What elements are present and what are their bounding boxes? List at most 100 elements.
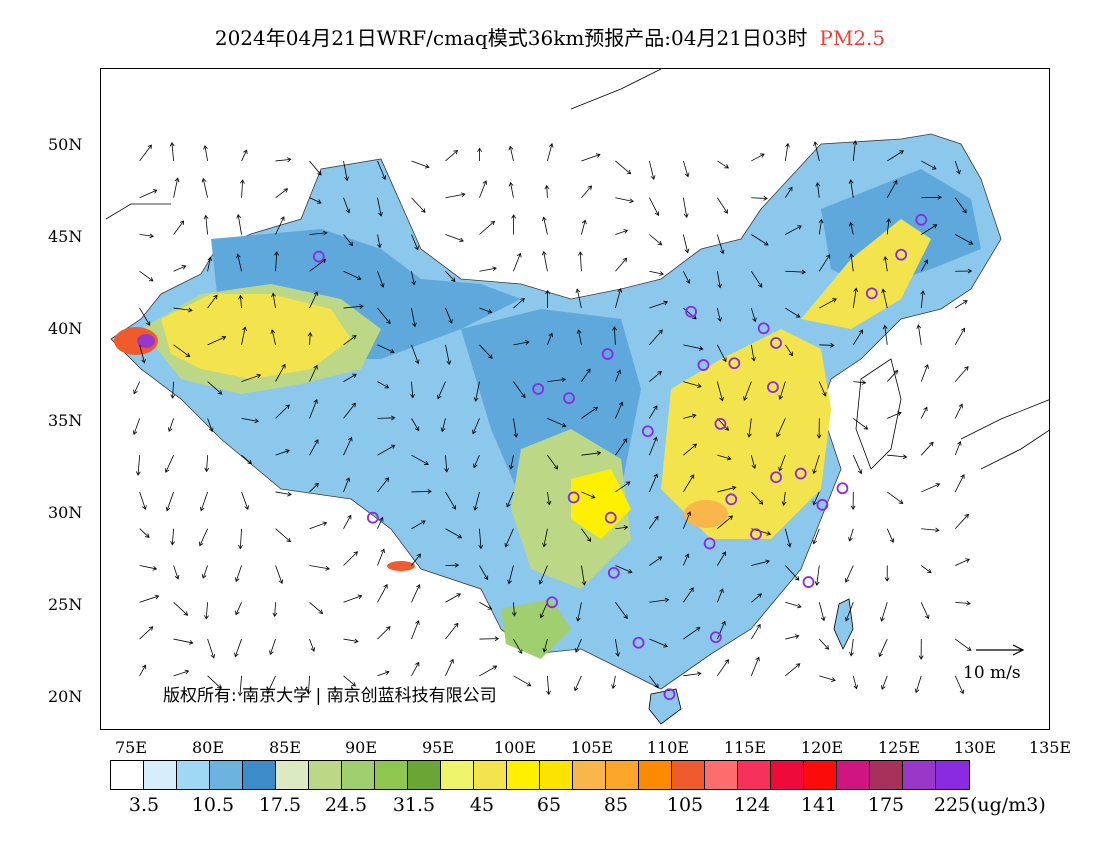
- wind-arrow: [581, 185, 593, 198]
- wind-arrow: [309, 565, 330, 571]
- wind-arrow: [750, 623, 761, 640]
- lon-label-105: 105E: [570, 738, 614, 757]
- station-marker: [865, 287, 878, 300]
- wind-arrow: [751, 593, 762, 603]
- wind-arrow: [881, 288, 888, 309]
- wind-arrow: [173, 220, 185, 235]
- wind-arrow: [207, 675, 222, 689]
- wind-arrow: [581, 406, 599, 419]
- wind-arrow: [343, 514, 352, 529]
- wind-arrow: [615, 369, 622, 382]
- wind-arrow: [275, 216, 285, 235]
- station-marker: [750, 528, 762, 541]
- lat-label-20: 20N: [48, 687, 83, 706]
- wind-reference-label: 10 m/s: [963, 663, 1021, 683]
- wind-arrow: [545, 289, 550, 309]
- wind-arrow: [881, 675, 888, 690]
- wind-arrow: [682, 234, 690, 254]
- hotspot-tibet: [387, 561, 415, 571]
- colorbar-label-13: 225: [933, 794, 971, 816]
- wind-arrow: [309, 638, 316, 652]
- colorbar-swatch-21: [771, 761, 804, 789]
- wind-arrow: [309, 601, 324, 614]
- wind-arrow: [785, 225, 802, 235]
- wind-arrow: [716, 381, 724, 402]
- station-marker: [816, 498, 829, 511]
- wind-arrow: [682, 197, 689, 219]
- station-markers: [312, 213, 928, 701]
- wind-arrow: [139, 565, 158, 571]
- wind-arrow: [920, 364, 929, 382]
- wind-arrow: [547, 418, 567, 428]
- wind-arrow: [445, 344, 452, 366]
- wind-arrow: [173, 565, 180, 580]
- wind-arrow: [343, 335, 357, 346]
- wind-arrow: [852, 287, 859, 309]
- wind-arrow: [954, 513, 969, 529]
- station-marker: [709, 631, 722, 644]
- wind-arrow: [819, 675, 836, 682]
- wind-arrow: [343, 160, 349, 182]
- wind-arrow: [203, 214, 209, 235]
- wind-arrow: [716, 344, 727, 363]
- lat-label-50: 50N: [48, 135, 83, 154]
- wind-arrow: [445, 491, 457, 510]
- wind-arrow: [954, 638, 972, 651]
- wind-arrow: [133, 381, 140, 395]
- wind-arrow: [920, 441, 934, 456]
- wind-arrow: [445, 528, 463, 539]
- colorbar-label-2: 10.5: [191, 794, 235, 816]
- wind-arrow: [717, 515, 734, 530]
- wind-arrow: [649, 371, 662, 382]
- wind-arrow: [207, 294, 218, 309]
- wind-arrow: [201, 565, 208, 579]
- lon-label-90: 90E: [344, 738, 378, 757]
- lon-label-130: 130E: [953, 738, 997, 757]
- station-marker: [632, 636, 645, 649]
- wind-arrow: [844, 565, 854, 583]
- wind-arrow: [377, 670, 390, 677]
- colorbar-label-5: 31.5: [392, 794, 436, 816]
- wind-arrow: [203, 144, 208, 162]
- wind-arrow: [916, 324, 922, 345]
- wind-arrow: [683, 443, 698, 456]
- wind-arrow: [778, 455, 786, 472]
- wind-arrow: [411, 661, 420, 677]
- wind-arrow: [751, 234, 769, 246]
- wind-arrow: [307, 331, 313, 345]
- wind-arrow: [578, 251, 583, 272]
- wind-arrow: [377, 584, 388, 603]
- wind-arrow: [547, 377, 567, 383]
- wind-arrow: [507, 565, 514, 585]
- wind-arrow: [411, 454, 429, 465]
- wind-arrow: [445, 149, 459, 162]
- wind-arrow: [683, 271, 691, 284]
- wind-arrow: [377, 444, 396, 456]
- wind-arrow: [309, 364, 318, 382]
- wind-arrow: [716, 234, 725, 255]
- wind-arrow: [547, 332, 553, 345]
- wind-arrow: [445, 593, 461, 603]
- wind-arrow: [508, 455, 514, 470]
- wind-arrow: [377, 307, 391, 325]
- wind-arrow: [921, 565, 932, 574]
- wind-arrow: [615, 160, 632, 175]
- wind-arrow: [954, 366, 969, 382]
- wind-arrow: [343, 551, 358, 566]
- wind-arrow: [343, 436, 353, 456]
- colorbar-swatch-7: [309, 761, 342, 789]
- wind-arrow: [816, 418, 822, 439]
- colorbar-swatch-13: [507, 761, 540, 789]
- wind-arrow: [513, 675, 532, 687]
- wind-arrow: [541, 250, 548, 272]
- wind-arrow: [954, 327, 966, 346]
- wind-arrow: [746, 418, 752, 438]
- wind-arrow: [683, 307, 697, 320]
- colorbar-swatch-4: [210, 761, 243, 789]
- wind-arrow: [547, 454, 558, 470]
- wind-arrow: [921, 482, 941, 493]
- wind-arrow: [235, 602, 242, 616]
- wind-arrow: [445, 192, 466, 199]
- colorbar-label-1: 3.5: [128, 794, 160, 816]
- colorbar-swatch-6: [276, 761, 309, 789]
